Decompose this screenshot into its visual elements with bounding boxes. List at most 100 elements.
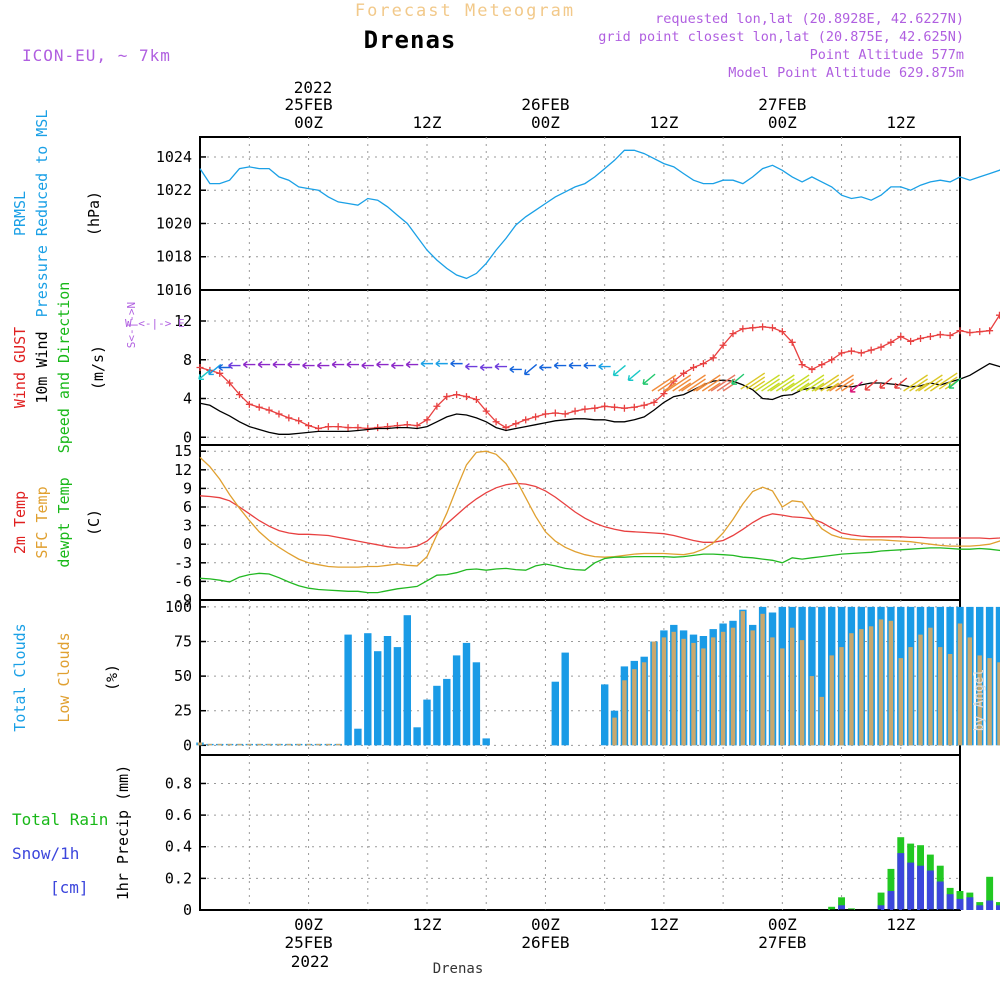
- gust-marker: [453, 391, 461, 399]
- clouds-bar-low-clouds: [868, 626, 874, 746]
- clouds-bar-total-clouds: [403, 615, 411, 746]
- time-tick-bottom: 12Z: [886, 915, 915, 934]
- clouds-bar-low-clouds: [740, 611, 745, 746]
- temperature-ytick-label: -9: [174, 591, 192, 609]
- clouds-bar-low-clouds: [296, 743, 301, 746]
- clouds-bar-low-clouds: [829, 655, 834, 746]
- gust-marker: [492, 418, 500, 426]
- gust-marker: [532, 413, 540, 421]
- gust-marker: [956, 327, 964, 335]
- wind-side-label: 10m Wind: [33, 331, 51, 403]
- wind-barb: [879, 377, 893, 389]
- wind-barb: [651, 374, 677, 392]
- clouds-bar-low-clouds: [661, 637, 667, 746]
- clouds-bar-total-clouds: [443, 678, 451, 746]
- precip-bar-total-rain: [887, 868, 895, 910]
- wind-ytick-label: 0: [183, 428, 192, 446]
- clouds-bar-low-clouds: [306, 743, 311, 746]
- precip-frame: [199, 754, 961, 911]
- gust-marker: [946, 332, 954, 340]
- clouds-bar-low-clouds: [947, 654, 953, 746]
- precip-ylabel: 1hr Precip (mm): [114, 765, 132, 900]
- pressure-frame: [199, 136, 961, 291]
- gust-marker: [226, 379, 234, 387]
- gust-marker: [788, 338, 796, 346]
- wind-barb: [731, 373, 745, 385]
- chart-subtitle: Forecast Meteogram: [355, 1, 575, 21]
- time-tick-top: 12Z: [413, 113, 442, 132]
- clouds-bar-low-clouds: [671, 631, 676, 746]
- pressure-ytick-label: 1022: [156, 181, 192, 199]
- wind-barb: [769, 374, 795, 392]
- gust-marker: [324, 423, 332, 431]
- clouds-bar-total-clouds: [364, 633, 372, 746]
- gust-marker: [255, 403, 263, 411]
- clouds-bar-low-clouds: [276, 743, 282, 746]
- precip-legend-label: Total Rain: [12, 810, 108, 829]
- temperature-ytick-label: 0: [183, 535, 192, 553]
- wind-ytick-label: 4: [183, 390, 192, 408]
- gust-marker: [699, 360, 707, 368]
- gust-marker: [591, 404, 599, 412]
- clouds-bar-total-clouds: [818, 606, 826, 746]
- compass-label: W <-|-> E: [125, 317, 185, 330]
- gust-marker: [462, 393, 470, 401]
- temperature-side-label: dewpt Temp: [55, 477, 73, 567]
- time-tick-bottom: 00Z: [768, 915, 797, 934]
- wind-barb: [583, 362, 596, 370]
- precip-bar-snow-1h: [877, 905, 885, 910]
- clouds-side-label: Total Clouds: [11, 623, 29, 731]
- time-tick-bottom: 12Z: [649, 915, 678, 934]
- gust-marker: [768, 324, 776, 332]
- wind-barb: [509, 365, 522, 373]
- clouds-bar-low-clouds: [967, 637, 972, 746]
- gust-marker: [966, 329, 974, 337]
- clouds-bar-low-clouds: [681, 638, 686, 746]
- date-label-top: 27FEB: [758, 95, 806, 114]
- gust-marker: [690, 364, 698, 371]
- temperature-ytick-label: 9: [183, 479, 192, 497]
- pressure-side-label: PRMSL: [11, 191, 29, 236]
- clouds-bar-low-clouds: [217, 743, 222, 746]
- wind-barb: [361, 362, 374, 370]
- date-label-top: 26FEB: [521, 95, 569, 114]
- pressure-side-label: Pressure Reduced to MSL: [33, 110, 51, 318]
- clouds-bar-total-clouds: [433, 685, 441, 746]
- wind-barb: [376, 361, 389, 369]
- precip-ytick-label: 0: [183, 901, 192, 919]
- precip-bar-total-rain: [986, 876, 994, 910]
- clouds-bar-low-clouds: [938, 647, 943, 746]
- gust-marker: [847, 347, 855, 355]
- clouds-bar-low-clouds: [977, 655, 982, 746]
- precip-bar-snow-1h: [976, 905, 984, 910]
- gust-marker: [749, 324, 757, 332]
- gust-marker: [245, 400, 253, 408]
- clouds-bar-low-clouds: [888, 620, 894, 746]
- clouds-bar-total-clouds: [482, 738, 490, 746]
- precip-bar-snow-1h: [897, 853, 905, 910]
- precip-bar-snow-1h: [996, 905, 1000, 910]
- gust-marker: [926, 333, 934, 340]
- wind-barb: [568, 362, 582, 370]
- wind-barb: [642, 373, 656, 385]
- wind-barb: [272, 361, 285, 369]
- top-year: 2022: [294, 78, 333, 97]
- clouds-bar-low-clouds: [997, 662, 1000, 746]
- gust-marker: [443, 393, 451, 401]
- wind-barb: [539, 363, 552, 372]
- pressure-ytick-label: 1016: [156, 281, 192, 299]
- precip-bar-snow-1h: [956, 898, 964, 910]
- requested-lonlat: requested lon,lat (20.8928E, 42.6227N): [655, 11, 964, 27]
- model-point-altitude: Model Point Altitude 629.875m: [728, 65, 964, 81]
- wind-barb: [814, 374, 840, 392]
- temperature-series-2m-temp: [199, 482, 1000, 549]
- clouds-bar-low-clouds: [799, 640, 805, 746]
- point-altitude: Point Altitude 577m: [810, 47, 964, 63]
- wind-barb: [331, 361, 345, 369]
- clouds-bar-low-clouds: [612, 717, 617, 746]
- clouds-bar-low-clouds: [898, 658, 903, 746]
- wind-side-label: Wind GUST: [11, 327, 29, 408]
- panel-wind: 0 4 8 12: [174, 289, 1000, 446]
- temperature-ytick-label: -6: [174, 572, 192, 590]
